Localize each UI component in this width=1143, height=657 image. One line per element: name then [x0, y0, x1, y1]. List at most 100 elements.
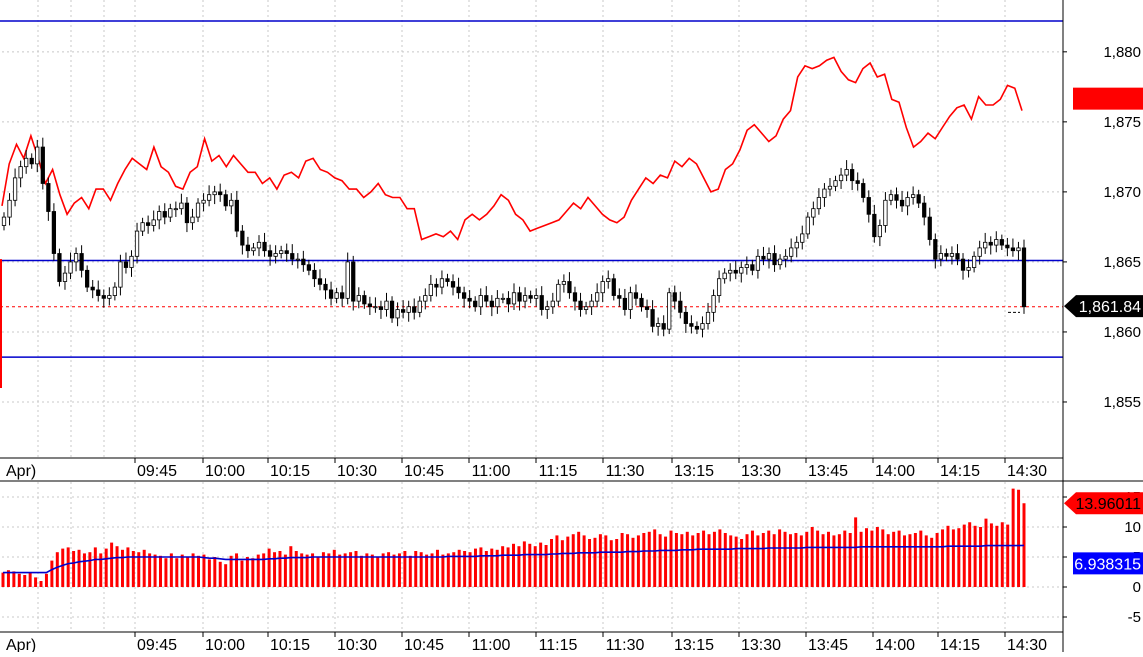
candle-body [412, 306, 417, 313]
candle [567, 272, 572, 299]
candle-body [994, 239, 999, 246]
candle-body [401, 309, 406, 313]
candle [295, 253, 300, 269]
candle [534, 288, 539, 307]
candle-body [905, 197, 910, 207]
candle-body [728, 269, 733, 274]
candle [384, 292, 389, 317]
candle-body [68, 261, 73, 274]
candle-body [212, 191, 217, 196]
candle [362, 290, 367, 309]
candle [123, 252, 129, 274]
candle [700, 316, 705, 338]
candle-body [789, 247, 794, 257]
candle [406, 300, 411, 322]
candle-body [123, 261, 129, 268]
candle-body [877, 225, 882, 238]
candle [1010, 238, 1016, 257]
price-y-tick-label: 1,880 [1103, 44, 1141, 61]
candle-body [7, 199, 12, 218]
indicator-value-tag-shape [1064, 492, 1143, 515]
candle [18, 160, 23, 188]
candle-body [445, 278, 450, 282]
candle-body [966, 267, 971, 271]
candle-body [240, 230, 245, 246]
candle [739, 261, 744, 283]
price-grid [2, 0, 1063, 458]
candle-body [312, 269, 317, 280]
candle-body [12, 177, 18, 201]
candle [606, 270, 611, 289]
candle [478, 288, 483, 315]
candle [800, 225, 805, 250]
candle [772, 245, 777, 272]
price-x-tick-label: Apr) [6, 463, 36, 480]
candle [911, 186, 916, 205]
candle [783, 249, 788, 268]
candle [401, 300, 406, 319]
candle [151, 210, 156, 232]
price-x-tick-label: 13:15 [674, 463, 714, 480]
candle-body [29, 157, 34, 165]
candle-body [367, 303, 372, 308]
candle-body [173, 208, 178, 211]
candle [423, 288, 428, 310]
candle-body [805, 216, 810, 235]
last-price-tag-shape [1064, 295, 1143, 318]
candle-body [777, 258, 783, 266]
candle-body [356, 295, 361, 302]
candle [328, 281, 334, 306]
candle [994, 231, 999, 253]
price-y-tick-label: 1,855 [1103, 394, 1141, 411]
indicator-x-tick-label: 13:30 [741, 637, 781, 652]
candle [728, 263, 733, 282]
candle-body [434, 283, 439, 288]
candle-body [739, 267, 744, 274]
candle [51, 203, 57, 261]
candle-body [883, 199, 888, 226]
candle [284, 243, 289, 262]
candle-body [927, 216, 932, 240]
candle-body [622, 297, 627, 310]
candle [644, 299, 650, 318]
candle-body [201, 199, 206, 204]
candlesticks [1, 137, 1027, 338]
indicator-x-tick-label: 13:45 [808, 637, 848, 652]
candle [983, 232, 988, 254]
candle-body [822, 188, 827, 198]
average-value-tag-text: 6.938315 [1074, 556, 1141, 573]
candle [140, 217, 145, 237]
candle-body [1010, 247, 1016, 252]
candle-body [107, 295, 112, 299]
candle-body [794, 241, 799, 249]
candle [811, 201, 816, 226]
indicator-y-tick-label: 10 [1124, 519, 1141, 536]
candle [206, 185, 212, 207]
candle-body [855, 180, 860, 184]
candle-body [689, 323, 694, 327]
candle [822, 183, 827, 207]
candle-body [639, 297, 644, 308]
price-x-tick-label: 10:00 [205, 463, 245, 480]
candle [112, 282, 117, 301]
candle-body [423, 295, 428, 302]
candle [290, 244, 295, 266]
candle [434, 278, 439, 297]
candle [351, 255, 356, 311]
indicator-x-tick-label: 10:45 [404, 637, 444, 652]
candle [816, 188, 822, 215]
candle [229, 193, 234, 215]
candle-body [633, 292, 639, 299]
candle-body [933, 239, 938, 260]
candle [378, 300, 384, 319]
candle [633, 284, 639, 306]
candle-body [450, 281, 456, 288]
candle [855, 172, 860, 191]
candle [578, 292, 583, 317]
candle-body [146, 222, 151, 226]
candle-body [262, 241, 267, 252]
candle [195, 198, 201, 222]
candle-body [206, 194, 212, 201]
candle [988, 236, 993, 255]
candle [101, 289, 106, 308]
